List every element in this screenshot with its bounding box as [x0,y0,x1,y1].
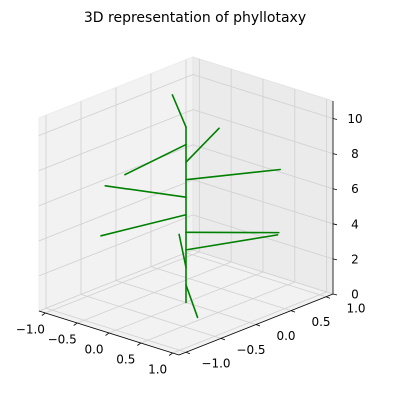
y-tick-label-1: −0.5 [236,343,265,357]
x-tick-label-0: −1.0 [16,323,45,337]
x-tick-label-2: 0.0 [84,343,103,357]
y-tick-label-0: −1.0 [201,357,230,371]
z-tick-label-3: 6 [351,182,359,196]
y-tick-label-4: 1.0 [346,301,365,315]
z-tick-label-1: 2 [351,252,359,266]
z-tick-label-5: 10 [347,112,362,126]
z-tick-label-0: 0 [351,288,359,302]
x-tick-label-1: −0.5 [48,333,77,347]
x-tick-label-4: 1.0 [148,363,167,377]
y-tick-label-2: 0.0 [276,329,295,343]
y-tick-label-3: 0.5 [311,315,330,329]
z-tick-label-4: 8 [351,147,359,161]
z-tick-label-2: 4 [351,217,359,231]
x-tick-label-3: 0.5 [116,353,135,367]
chart-title: 3D representation of phyllotaxy [84,10,306,26]
